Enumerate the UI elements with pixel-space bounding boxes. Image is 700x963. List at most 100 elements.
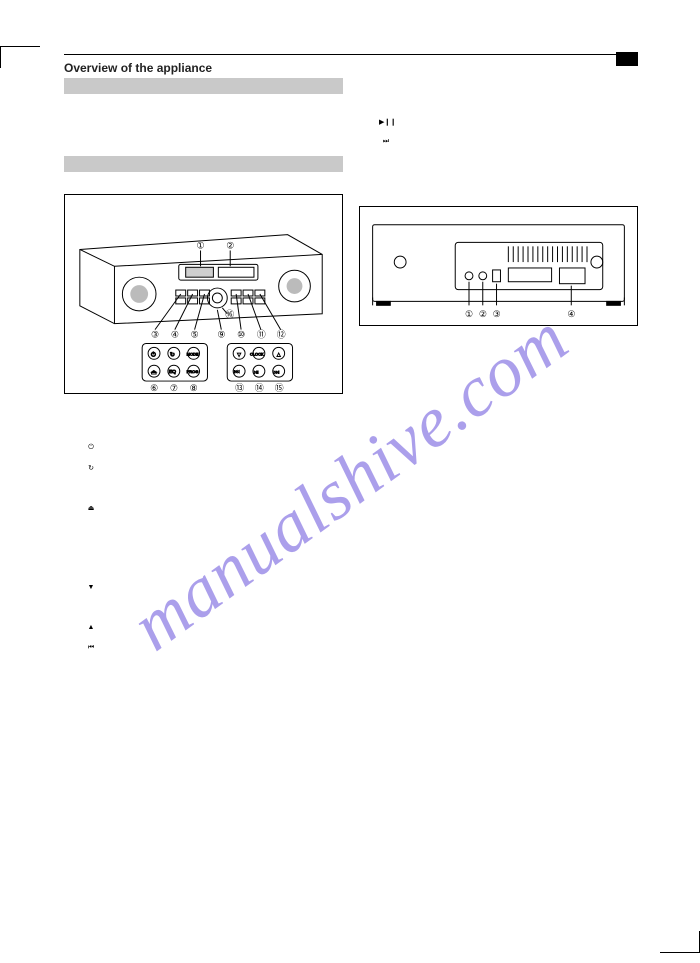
page: Overview of the appliance Contents Read … (64, 54, 638, 924)
svg-text:↻: ↻ (170, 351, 175, 358)
list-item: ⑧PROGPrograms a track sequence / stores … (64, 544, 343, 562)
svg-text:⑭: ⑭ (255, 383, 264, 393)
item-icon (379, 396, 393, 414)
svg-text:⏮: ⏮ (234, 370, 240, 376)
item-desc: Starts an automatic station scan / activ… (104, 573, 343, 582)
item-label: USB (399, 376, 638, 385)
front-item-list-cont: ⑭▶❙❙Play / PauseStarts / pauses playback… (359, 118, 638, 176)
item-desc: Turn the knob to adjust the volume. (399, 167, 638, 176)
list-item: ⑬⏮ Previous / Tune −Skips to the previous… (64, 644, 343, 671)
item-number: ② (64, 424, 78, 442)
item-body: Preset −Selects the previous stored stat… (104, 584, 343, 602)
front-diagram: ① ② ③ ④ ⑤ ⑨ ⑩ ⑪ ⑫ ⑯ (64, 194, 343, 394)
item-number: ⑧ (64, 544, 78, 562)
item-icon (84, 484, 98, 502)
item-label: Previous / Tune − (104, 644, 343, 653)
item-desc: 3.5 mm stereo input for external audio s… (399, 345, 638, 354)
item-body: EQSelects a sound preset. (104, 524, 343, 542)
item-label: EQ (104, 524, 343, 533)
item-body: CLOCKSets the time and alarm. (104, 604, 343, 622)
item-body: AUX IN3.5 mm stereo input for external a… (399, 336, 638, 354)
item-desc: Sets the time and alarm. (104, 613, 343, 622)
item-number: ③ (359, 376, 373, 394)
svg-text:⏭: ⏭ (274, 370, 280, 376)
svg-text:⑬: ⑬ (235, 383, 244, 393)
item-desc: Skips to the previous track; press and h… (104, 653, 343, 671)
rear-item-list: ①AUX IN3.5 mm stereo input for external … (359, 336, 638, 414)
svg-text:⑫: ⑫ (277, 330, 286, 340)
gray-header-front (64, 156, 343, 172)
item-label: Preset + (104, 624, 343, 633)
item-body: Disc trayTray for loading a CD. (104, 404, 343, 422)
svg-text:③: ③ (151, 330, 159, 340)
item-label: Standby (104, 444, 343, 453)
svg-text:⑩: ⑩ (237, 330, 245, 340)
item-desc: 3.5 mm headphone output. (399, 365, 638, 374)
list-item: ① Disc trayTray for loading a CD. (64, 404, 343, 422)
contents-heading: Contents (64, 100, 343, 112)
item-label: MODE (104, 484, 343, 493)
item-label: AUX IN (399, 336, 638, 345)
front-item-list: ① Disc trayTray for loading a CD. ② Display… (64, 404, 343, 671)
item-number: ⑫ (64, 624, 78, 642)
item-number: ④ (359, 396, 373, 414)
item-icon (84, 404, 98, 422)
svg-text:CLOCK: CLOCK (250, 351, 264, 356)
svg-text:②: ② (479, 309, 487, 319)
svg-text:⑨: ⑨ (217, 330, 225, 340)
list-item: ③ USBUSB-A port for playback from USB sto… (359, 376, 638, 394)
svg-text:PROG: PROG (187, 369, 199, 374)
item-icon (84, 564, 98, 582)
list-item: ⑭▶❙❙Play / PauseStarts / pauses playback… (359, 118, 638, 136)
svg-text:MODE: MODE (187, 351, 199, 356)
item-icon (84, 524, 98, 542)
svg-text:②: ② (226, 240, 234, 250)
svg-text:⑧: ⑧ (190, 383, 198, 393)
item-body: DisplayShows the current settings. (104, 424, 343, 442)
item-number: ① (64, 404, 78, 422)
item-desc: Selects the next stored station / folder… (104, 633, 343, 642)
svg-text:⑥: ⑥ (150, 383, 158, 393)
left-column: Contents Read this manual carefully befo… (64, 78, 343, 673)
svg-text:③: ③ (493, 309, 501, 319)
item-label: Next / Tune + (399, 138, 638, 147)
item-label: Preset − (104, 584, 343, 593)
item-desc: Selects the previous stored station / fo… (104, 593, 343, 602)
item-number: ⑭ (359, 118, 373, 136)
item-number: ④ (64, 464, 78, 482)
item-number: ⑥ (64, 504, 78, 522)
item-number: ⑨ (64, 564, 78, 582)
item-label: PROG (104, 544, 343, 553)
item-icon: ⏮ (84, 644, 98, 671)
item-body: DC INPower supply socket — connect the s… (399, 396, 638, 414)
svg-text:⑯: ⑯ (225, 310, 234, 320)
item-desc: Repeats the current track / all tracks. (104, 473, 343, 482)
item-body: Headphones3.5 mm headphone output. (399, 356, 638, 374)
list-item: ⑦EQSelects a sound preset. (64, 524, 343, 542)
list-item: ⑯ VOLUMETurn the knob to adjust the volum… (359, 158, 638, 176)
item-desc: Tray for loading a CD. (104, 413, 343, 422)
item-icon: ⏏ (84, 504, 98, 522)
item-body: VOLUMETurn the knob to adjust the volume… (399, 158, 638, 176)
item-desc: Switches between CD, USB, FM, DAB, BT an… (104, 493, 343, 502)
list-item: ⑫▲Preset +Selects the next stored statio… (64, 624, 343, 642)
item-number: ⑪ (64, 604, 78, 622)
item-desc: USB-A port for playback from USB storage… (399, 385, 638, 394)
item-body: MODESwitches between CD, USB, FM, DAB, B… (104, 484, 343, 502)
item-desc: Shows the current settings. (104, 433, 343, 442)
svg-text:⏯: ⏯ (254, 370, 259, 376)
item-icon (84, 544, 98, 562)
language-tab (616, 52, 638, 66)
item-label: Display (104, 424, 343, 433)
item-desc: Power supply socket — connect the suppli… (399, 405, 638, 414)
svg-text:⏻: ⏻ (151, 351, 156, 358)
item-number: ⑯ (359, 158, 373, 176)
item-icon (379, 336, 393, 354)
item-number: ⑬ (64, 644, 78, 671)
list-item: ⑩▼Preset −Selects the previous stored st… (64, 584, 343, 602)
list-item: ④↻RepeatRepeats the current track / all … (64, 464, 343, 482)
item-label: CLOCK (104, 604, 343, 613)
item-body: RepeatRepeats the current track / all tr… (104, 464, 343, 482)
svg-text:▲: ▲ (276, 352, 282, 358)
svg-text:①: ① (465, 309, 473, 319)
